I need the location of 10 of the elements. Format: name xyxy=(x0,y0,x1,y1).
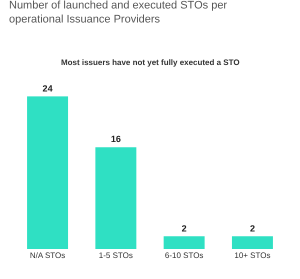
data-label: 2 xyxy=(182,223,187,234)
x-tick-label: N/A STOs xyxy=(30,251,66,260)
data-label: 24 xyxy=(42,83,53,94)
x-tick-label: 10+ STOs xyxy=(234,251,270,260)
chart-subtitle: Most issuers have not yet fully executed a STO xyxy=(61,58,240,67)
data-label: 2 xyxy=(250,223,255,234)
x-tick-label: 1-5 STOs xyxy=(98,251,133,260)
x-tick-label: 6-10 STOs xyxy=(164,251,204,260)
chart-title: Number of launched and executed STOs per operational Issuance Providers xyxy=(9,0,228,26)
data-label: 16 xyxy=(110,134,121,144)
